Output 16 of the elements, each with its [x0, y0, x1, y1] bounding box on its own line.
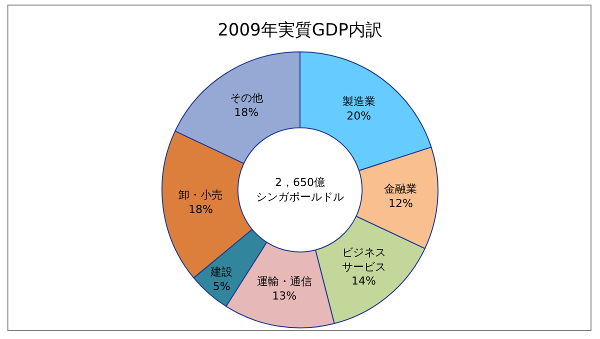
data-label: 18% [234, 106, 259, 120]
slice-label: その他 [230, 92, 263, 105]
slice-label: 金融業 [384, 182, 418, 196]
data-label: 13% [272, 289, 297, 302]
data-label: 12% [388, 196, 413, 210]
slice-label: 卸・小売 [178, 188, 223, 202]
slice-label: 建設 [210, 266, 233, 279]
data-label: 5% [212, 280, 230, 294]
text: 2，650億シンガポールドル [256, 176, 344, 204]
chart-title: 2009年実質GDP内訳 [218, 20, 382, 41]
data-label: 18% [188, 203, 213, 216]
slice-label: ビジネスサービス [342, 246, 386, 274]
data-label: 14% [352, 274, 376, 288]
slice-label: 運輸・通信 [256, 275, 312, 288]
slice-label: 製造業 [342, 95, 376, 108]
data-label: 20% [346, 110, 372, 123]
